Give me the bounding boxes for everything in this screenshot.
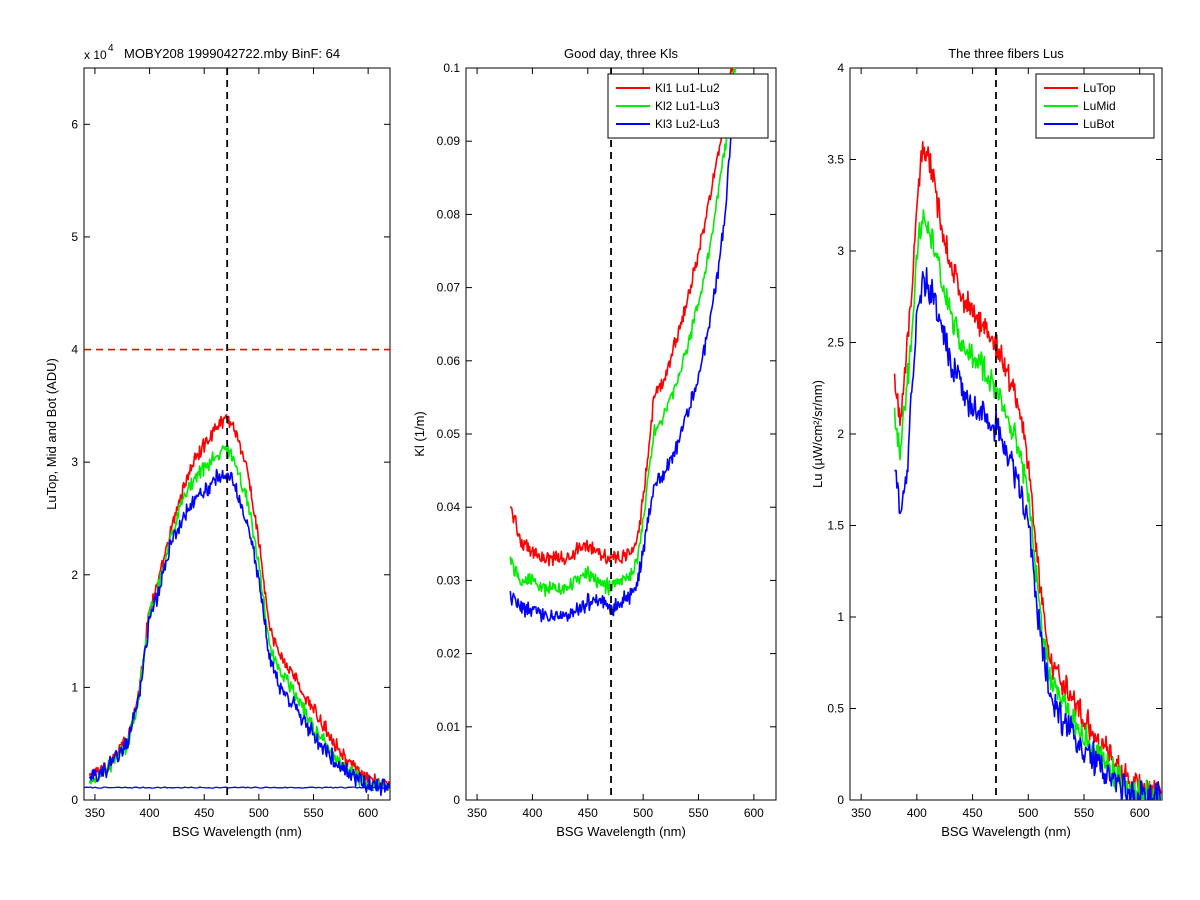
legend-label: LuBot (1083, 117, 1115, 131)
y-tick-label: 0.04 (437, 500, 461, 514)
legend: LuTop LuMid LuBot (1035, 73, 1155, 139)
legend-label: Kl3 Lu2-Lu3 (655, 117, 720, 131)
x-axis-label: BSG Wavelength (nm) (556, 824, 686, 839)
x-tick-label: 350 (467, 806, 487, 820)
series-line-blue (509, 74, 738, 623)
y-axis-label: Kl (1/m) (412, 411, 427, 457)
x-tick-label: 550 (688, 806, 708, 820)
series-line-green (893, 209, 1162, 800)
legend-label: LuTop (1083, 81, 1116, 95)
x-tick-label: 350 (85, 806, 105, 820)
chart-title: The three fibers Lus (948, 46, 1064, 61)
y-tick-label: 4 (837, 61, 844, 75)
panel-lu-radiance: 350 400 450 500 550 600 0 0.5 1 1.5 2 2.5 3 3.5 4 The t… (810, 46, 1163, 839)
x-tick-label: 500 (249, 806, 269, 820)
series-line-red (893, 141, 1162, 800)
y-axis-label: LuTop, Mid and Bot (ADU) (44, 358, 59, 510)
panel-kl: 350 400 450 500 550 600 0 0.01 0.02 0.03 0.04 0.05 0… (412, 46, 777, 839)
baseline-line (84, 786, 390, 789)
x-tick-label: 450 (963, 806, 983, 820)
y-tick-label: 0.09 (437, 134, 461, 148)
x-tick-label: 500 (1018, 806, 1038, 820)
y-axis-label: Lu (µW/cm²/sr/nm) (810, 380, 825, 488)
x-tick-label: 400 (140, 806, 160, 820)
x-tick-label: 450 (578, 806, 598, 820)
y-tick-label: 3 (837, 244, 844, 258)
y-tick-label: 4 (71, 343, 78, 357)
y-tick-label: 1.5 (827, 519, 844, 533)
exponent-power: 4 (108, 43, 114, 54)
x-tick-label: 450 (194, 806, 214, 820)
legend-label: Kl1 Lu1-Lu2 (655, 81, 720, 95)
y-tick-label: 2 (71, 568, 78, 582)
y-tick-label: 0 (453, 793, 460, 807)
y-tick-label: 0 (71, 793, 78, 807)
y-tick-label: 0 (837, 793, 844, 807)
y-tick-label: 3.5 (827, 153, 844, 167)
chart-title: MOBY208 1999042722.mby BinF: 64 (124, 46, 340, 61)
axes-box (465, 67, 777, 801)
y-tick-label: 0.02 (437, 647, 461, 661)
y-tick-label: 2 (837, 427, 844, 441)
x-axis-label: BSG Wavelength (nm) (172, 824, 302, 839)
y-tick-label: 2.5 (827, 336, 844, 350)
series-line-green (509, 68, 736, 597)
x-tick-label: 400 (522, 806, 542, 820)
legend-label: LuMid (1083, 99, 1116, 113)
panel-lu-adu: 350 400 450 500 550 600 0 1 2 3 4 5 6 MOBY208 1999042… (44, 43, 391, 839)
y-tick-label: 0.05 (437, 427, 461, 441)
y-tick-label: 0.01 (437, 720, 461, 734)
y-tick-label: 5 (71, 230, 78, 244)
y-tick-label: 1 (71, 680, 78, 694)
series-line-red (509, 68, 734, 567)
y-tick-label: 0.07 (437, 281, 461, 295)
x-axis-label: BSG Wavelength (nm) (941, 824, 1071, 839)
x-tick-label: 600 (358, 806, 378, 820)
x-tick-label: 500 (633, 806, 653, 820)
legend-label: Kl2 Lu1-Lu3 (655, 99, 720, 113)
y-tick-label: 0.06 (437, 354, 461, 368)
x-tick-label: 600 (744, 806, 764, 820)
legend: Kl1 Lu1-Lu2 Kl2 Lu1-Lu3 Kl3 Lu2-Lu3 (607, 73, 769, 139)
y-tick-label: 0.5 (827, 702, 844, 716)
y-tick-label: 1 (837, 610, 844, 624)
x-tick-label: 550 (303, 806, 323, 820)
x-tick-label: 600 (1130, 806, 1150, 820)
exponent-label: x 10 (84, 48, 107, 62)
chart-title: Good day, three Kls (564, 46, 678, 61)
series-line-blue (894, 267, 1161, 800)
y-tick-label: 0.03 (437, 573, 461, 587)
y-tick-label: 6 (71, 117, 78, 131)
y-tick-label: 3 (71, 455, 78, 469)
series-line-blue (88, 468, 390, 796)
x-tick-label: 550 (1074, 806, 1094, 820)
y-tick-label: 0.08 (437, 207, 461, 221)
x-tick-label: 400 (907, 806, 927, 820)
y-tick-label: 0.1 (443, 61, 460, 75)
x-tick-label: 350 (851, 806, 871, 820)
